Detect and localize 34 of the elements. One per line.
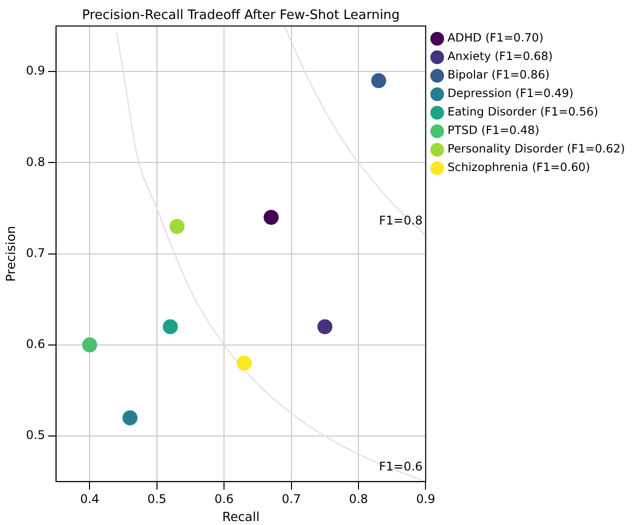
point [122, 410, 138, 426]
x-tick-label: 0.4 [80, 492, 100, 506]
legend-label: Anxiety (F1=0.68) [447, 49, 553, 64]
legend-label: ADHD (F1=0.70) [447, 30, 544, 45]
chart-title: Precision-Recall Tradeoff After Few-Shot Learning [82, 8, 400, 23]
x-axis-title: Recall [222, 508, 260, 524]
y-axis-title: Precision [2, 226, 18, 282]
x-tick-label: 0.6 [214, 492, 234, 506]
x-tick-label: 0.8 [348, 492, 368, 506]
line-series [116, 32, 426, 482]
legend-label: Eating Disorder (F1=0.56) [447, 104, 598, 119]
legend-label: PTSD (F1=0.48) [447, 123, 540, 138]
annotation: F1=0.6 [379, 460, 423, 474]
legend-label: Depression (F1=0.49) [447, 86, 574, 100]
x-tick-label: 0.7 [282, 492, 301, 506]
point [236, 356, 252, 371]
point [82, 337, 98, 352]
point [317, 319, 332, 334]
y-tick-label: 0.6 [26, 337, 46, 352]
line-series [284, 26, 426, 236]
x-tick-label: 0.5 [147, 492, 166, 506]
y-tick-label: 0.7 [26, 246, 46, 260]
y-tick-label: 0.9 [26, 64, 46, 78]
point [371, 73, 386, 88]
legend-label: Bipolar (F1=0.86) [447, 68, 550, 82]
annotation: F1=0.8 [379, 214, 423, 228]
point [162, 319, 178, 334]
y-tick-label: 0.8 [26, 154, 46, 169]
point [264, 210, 279, 225]
y-tick-label: 0.5 [26, 428, 46, 442]
legend-label: Personality Disorder (F1=0.62) [447, 142, 626, 156]
legend-label: Schizophrenia (F1=0.60) [447, 160, 590, 174]
point [170, 218, 185, 234]
x-tick-label: 0.9 [416, 492, 436, 506]
